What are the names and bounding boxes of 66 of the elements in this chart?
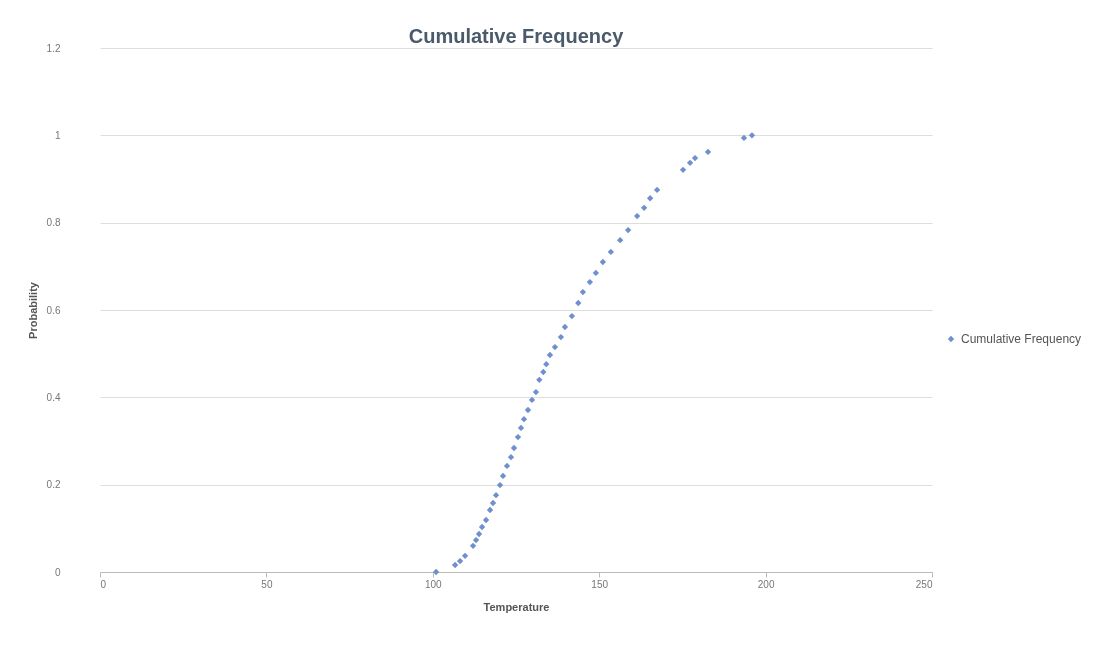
point — [517, 424, 525, 432]
point — [456, 557, 464, 565]
point — [561, 323, 569, 331]
point — [496, 481, 504, 489]
x-tick-label: 250 — [915, 578, 933, 590]
y-tick-label: 0.4 — [46, 391, 61, 403]
y-tick-label: 0.2 — [46, 479, 61, 491]
point — [489, 499, 497, 507]
point — [451, 561, 459, 569]
point — [546, 351, 554, 359]
point — [507, 453, 515, 461]
point — [646, 195, 654, 202]
point — [599, 258, 607, 266]
point — [740, 134, 748, 142]
point — [482, 516, 490, 524]
x-tick-label: 150 — [591, 578, 609, 590]
point — [514, 433, 522, 441]
chart-title: Cumulative Frequency — [408, 25, 625, 47]
point — [551, 343, 559, 351]
point — [579, 288, 587, 296]
point — [499, 472, 507, 480]
point — [486, 506, 494, 514]
x-tick-label: 50 — [261, 578, 273, 590]
point — [461, 552, 469, 560]
point — [469, 542, 477, 549]
point — [617, 236, 624, 244]
y-tick-label: 0.8 — [46, 217, 61, 229]
x-tick-label: 200 — [757, 578, 775, 590]
point — [607, 248, 615, 256]
point — [475, 530, 483, 538]
point — [528, 396, 536, 404]
point — [624, 226, 632, 234]
point — [704, 148, 712, 156]
point — [568, 312, 576, 320]
point — [532, 388, 540, 396]
point — [478, 523, 486, 531]
point — [748, 132, 756, 139]
point — [540, 368, 547, 376]
y-tick-label: 0.6 — [46, 304, 61, 316]
point — [586, 278, 594, 286]
legend-label: Cumulative Frequency — [961, 332, 1082, 346]
point — [592, 269, 600, 277]
point — [691, 154, 699, 162]
point — [686, 159, 694, 167]
point — [524, 406, 532, 414]
y-tick-label: 1.2 — [46, 42, 61, 54]
point — [679, 166, 687, 173]
y-tick-label: 1 — [54, 129, 61, 141]
point — [640, 204, 648, 211]
point — [472, 536, 480, 544]
point — [575, 299, 582, 307]
point — [536, 376, 543, 384]
point — [503, 462, 511, 470]
point — [510, 444, 518, 452]
point — [432, 568, 440, 576]
y-tick-label: 0 — [54, 566, 61, 578]
x-axis-title: Temperature — [483, 600, 550, 613]
point — [492, 491, 500, 499]
x-tick-label: 0 — [100, 578, 107, 590]
point — [633, 212, 641, 220]
point — [653, 186, 661, 194]
point — [520, 416, 528, 423]
x-tick-label: 100 — [424, 578, 443, 590]
point — [543, 360, 550, 368]
point — [557, 333, 565, 341]
y-axis-title: Probability — [26, 281, 39, 339]
